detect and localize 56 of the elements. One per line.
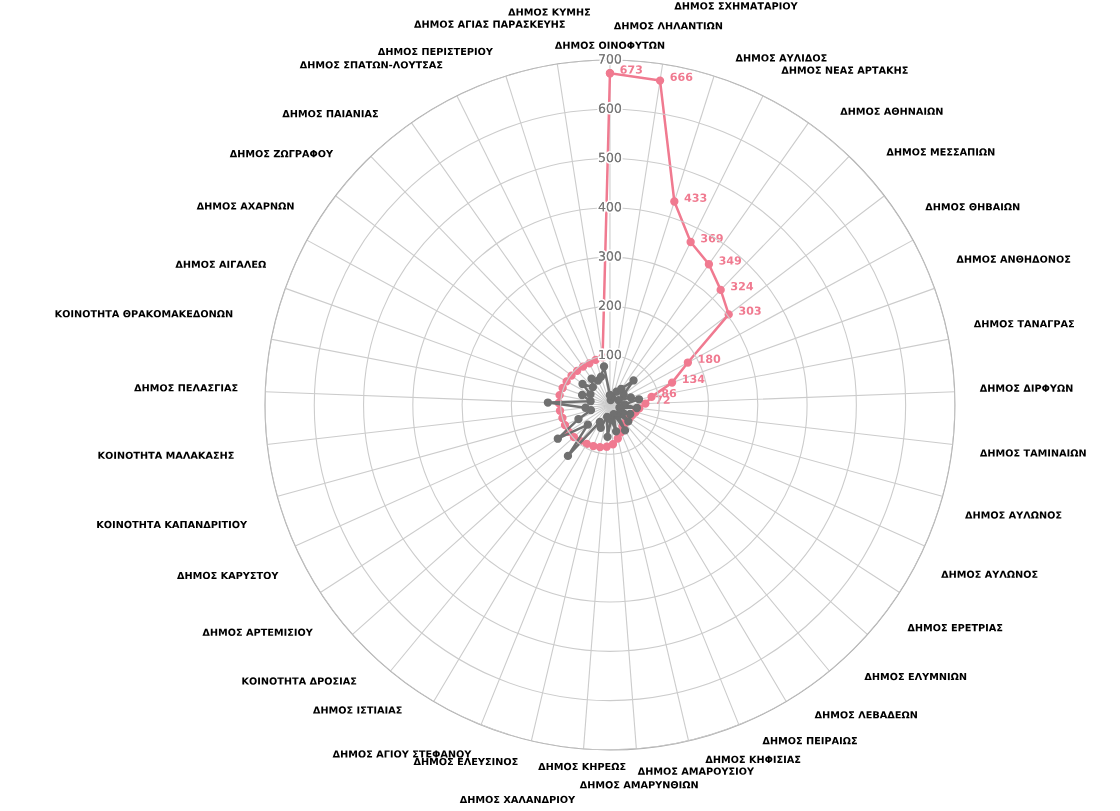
spoke-label: ΔΗΜΟΣ ΑΥΛΩΝΟΣ <box>941 570 1038 578</box>
spoke-label: ΔΗΜΟΣ ΛΕΒΑΔΕΩΝ <box>814 711 917 719</box>
spoke-label: ΚΟΙΝΟΤΗΤΑ ΘΡΑΚΟΜΑΚΕΔΟΝΩΝ <box>55 310 233 318</box>
spoke-label: ΔΗΜΟΣ ΑΜΑΡΟΥΣΙΟΥ <box>637 767 755 775</box>
spoke-label: ΔΗΜΟΣ ΠΕΛΑΣΓΙΑΣ <box>134 384 238 392</box>
spoke-label: ΔΗΜΟΣ ΑΜΑΡΥΝΘΙΩΝ <box>579 781 698 789</box>
data-label: 666 <box>670 72 693 82</box>
spoke-label: ΔΗΜΟΣ ΑΘΗΝΑΙΩΝ <box>840 107 943 115</box>
spoke-label: ΔΗΜΟΣ ΑΝΘΗΔΟΝΟΣ <box>956 255 1071 263</box>
spoke-label: ΔΗΜΟΣ ΠΑΙΑΝΙΑΣ <box>282 109 378 118</box>
spoke-label: ΚΟΙΝΟΤΗΤΑ ΜΑΛΑΚΑΣΗΣ <box>98 451 234 460</box>
spoke-label: ΚΟΙΝΟΤΗΤΑ ΚΑΠΑΝΔΡΙΤΙΟΥ <box>97 520 248 529</box>
spoke-label: ΔΗΜΟΣ ΛΗΛΑΝΤΙΩΝ <box>613 22 723 30</box>
y-tick-label: 700 <box>599 54 622 64</box>
spoke-label: ΔΗΜΟΣ ΚΗΡΕΩΣ <box>538 762 626 771</box>
spoke-label: ΔΗΜΟΣ ΧΑΛΑΝΔΡΙΟΥ <box>459 795 576 804</box>
spoke-label: ΔΗΜΟΣ ΘΗΒΑΙΩΝ <box>925 203 1020 211</box>
spoke-label: ΔΗΜΟΣ ΟΙΝΟΦΥΤΩΝ <box>554 41 665 49</box>
data-label: 303 <box>739 306 761 315</box>
data-label: 349 <box>719 256 742 265</box>
spoke-label: ΔΗΜΟΣ ΕΛΕΥΣΙΝΟΣ <box>413 757 518 766</box>
data-label: 673 <box>620 65 642 74</box>
spoke-label: ΔΗΜΟΣ ΖΩΓΡΑΦΟΥ <box>229 149 334 158</box>
spoke-label: ΔΗΜΟΣ ΙΣΤΙΑΙΑΣ <box>312 706 402 714</box>
spoke-label: ΔΗΜΟΣ ΑΓΙΑΣ ΠΑΡΑΣΚΕΥΗΣ <box>414 20 565 28</box>
spoke-label: ΔΗΜΟΣ ΜΕΣΣΑΠΙΩΝ <box>886 148 995 156</box>
spoke-label: ΔΗΜΟΣ ΝΕΑΣ ΑΡΤΑΚΗΣ <box>781 66 908 74</box>
spoke-label: ΔΗΜΟΣ ΑΡΤΕΜΙΣΙΟΥ <box>202 628 313 636</box>
y-tick-label: 500 <box>598 152 622 163</box>
y-tick-label: 300 <box>598 251 622 261</box>
spoke-label: ΔΗΜΟΣ ΑΧΑΡΝΩΝ <box>196 202 294 210</box>
data-label: 433 <box>684 193 707 202</box>
spoke-label: ΔΗΜΟΣ ΣΧΗΜΑΤΑΡΙΟΥ <box>674 2 798 10</box>
spoke-label: ΔΗΜΟΣ ΚΥΜΗΣ <box>508 8 591 16</box>
data-label: 369 <box>701 234 723 243</box>
y-tick-label: 100 <box>599 349 622 360</box>
y-tick-label: 200 <box>598 300 622 310</box>
spoke-label: ΔΗΜΟΣ ΑΙΓΑΛΕΩ <box>175 260 266 268</box>
data-label: 180 <box>698 354 721 363</box>
spoke-label: ΔΗΜΟΣ ΠΕΡΙΣΤΕΡΙΟΥ <box>377 47 493 56</box>
spoke-label: ΔΗΜΟΣ ΣΠΑΤΩΝ-ΛΟΥΤΣΑΣ <box>299 61 443 69</box>
spoke-label: ΔΗΜΟΣ ΑΥΛΩΝΟΣ <box>965 511 1062 519</box>
data-label: 324 <box>731 281 754 291</box>
spoke-label: ΔΗΜΟΣ ΕΡΕΤΡΙΑΣ <box>907 623 1003 632</box>
data-label: 134 <box>683 374 705 384</box>
spoke-label: ΔΗΜΟΣ ΑΥΛΙΔΟΣ <box>735 54 827 62</box>
spoke-label: ΔΗΜΟΣ ΚΗΦΙΣΙΑΣ <box>705 755 801 764</box>
y-tick-label: 600 <box>598 103 622 113</box>
spoke-label: ΔΗΜΟΣ ΑΓΙΟΥ ΣΤΕΦΑΝΟΥ <box>332 750 472 758</box>
spoke-label: ΚΟΙΝΟΤΗΤΑ ΔΡΟΣΙΑΣ <box>242 677 357 685</box>
spoke-label: ΔΗΜΟΣ ΠΕΙΡΑΙΩΣ <box>762 736 857 745</box>
spoke-label: ΔΗΜΟΣ ΕΛΥΜΝΙΩΝ <box>864 672 967 681</box>
spoke-label: ΔΗΜΟΣ ΚΑΡΥΣΤΟΥ <box>177 571 279 580</box>
spoke-label: ΔΗΜΟΣ ΤΑΜΙΝΑΙΩΝ <box>979 449 1086 457</box>
spoke-label: ΔΗΜΟΣ ΔΙΡΦΥΩΝ <box>979 384 1073 392</box>
spoke-label: ΔΗΜΟΣ ΤΑΝΑΓΡΑΣ <box>973 320 1074 328</box>
